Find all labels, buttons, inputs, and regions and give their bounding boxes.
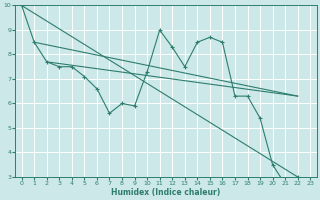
X-axis label: Humidex (Indice chaleur): Humidex (Indice chaleur) <box>111 188 220 197</box>
